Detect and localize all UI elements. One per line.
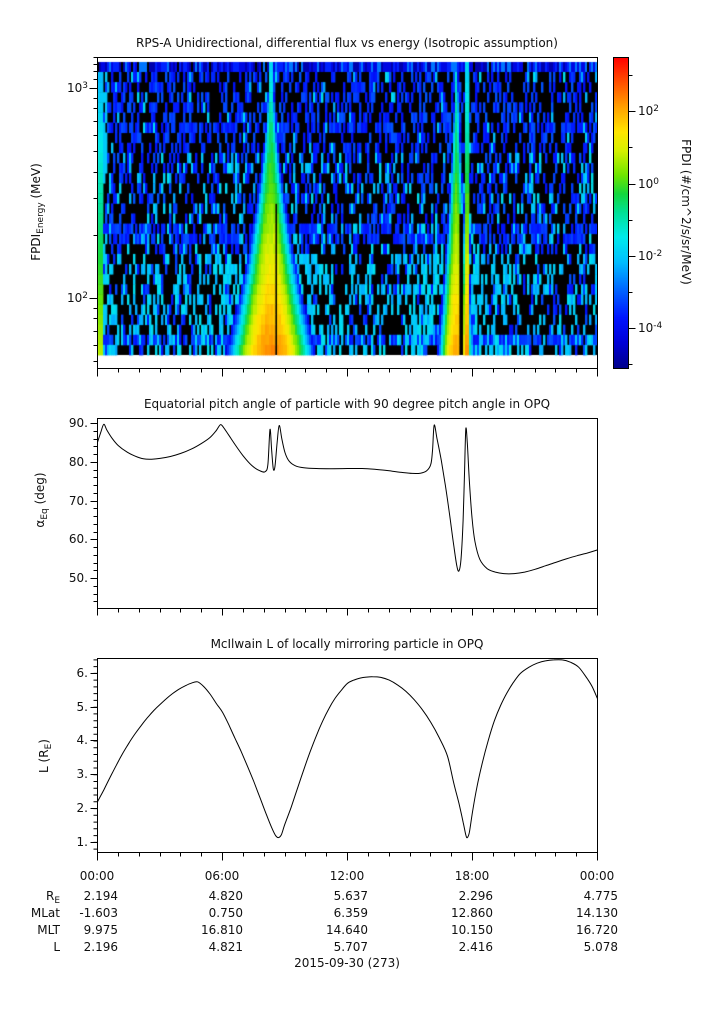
- colorbar-tick-label: 10-2: [638, 248, 663, 263]
- ephemeris-value: 2.296: [458, 889, 493, 903]
- ephemeris-value: 5.637: [333, 889, 368, 903]
- ephemeris-value: 9.975: [83, 923, 118, 937]
- panel3-ytick-label: 1.: [76, 834, 88, 849]
- panel3-ytick-label: 2.: [76, 801, 88, 816]
- ephemeris-value: 6.359: [333, 906, 368, 920]
- ephemeris-value: 14.640: [326, 923, 368, 937]
- panel1-title: RPS-A Unidirectional, differential flux …: [136, 36, 558, 50]
- colorbar-tick-label: 10-4: [638, 321, 663, 336]
- panel1-ytick-label: 102: [66, 291, 88, 306]
- ephemeris-row-label: MLat: [30, 906, 60, 920]
- ephemeris-value: 4.775: [583, 889, 618, 903]
- ephemeris-row-label: L: [53, 940, 60, 954]
- ephemeris-value: 5.078: [583, 940, 618, 954]
- panel1-y-axis-label: FPDIEnergy (MeV): [29, 163, 46, 261]
- panel3-ytick-label: 3.: [76, 767, 88, 782]
- date-label: 2015-09-30 (273): [294, 956, 400, 970]
- ephemeris-value: 5.707: [333, 940, 368, 954]
- time-label: 00:00: [79, 869, 115, 883]
- ephemeris-row-label: RE: [45, 889, 60, 906]
- panel2-ytick-label: 90.: [68, 416, 88, 431]
- time-label: 12:00: [329, 869, 365, 883]
- spectrogram-canvas: [97, 57, 597, 368]
- panel3-title: McIlwain L of locally mirroring particle…: [210, 637, 484, 651]
- time-label: 00:00: [579, 869, 615, 883]
- ephemeris-value: 10.150: [451, 923, 493, 937]
- panel2-ytick-label: 70.: [68, 493, 88, 508]
- ephemeris-value: 4.820: [208, 889, 243, 903]
- ephemeris-row-label: MLT: [37, 923, 60, 937]
- panel2-frame: [97, 418, 598, 609]
- panel3-ytick-label: 4.: [76, 733, 88, 748]
- ephemeris-value: 12.860: [451, 906, 493, 920]
- panel2-title: Equatorial pitch angle of particle with …: [143, 397, 551, 411]
- ephemeris-value: 16.810: [201, 923, 243, 937]
- colorbar-tick-label: 100: [638, 176, 660, 191]
- colorbar-tick-label: 102: [638, 104, 660, 119]
- ephemeris-value: 2.196: [83, 940, 118, 954]
- time-label: 18:00: [454, 869, 490, 883]
- time-label: 06:00: [204, 869, 240, 883]
- ephemeris-value: 16.720: [576, 923, 618, 937]
- ephemeris-value: 4.821: [208, 940, 243, 954]
- ephemeris-value: 14.130: [576, 906, 618, 920]
- colorbar-axis-label: FPDI (#/cm^2/s/sr/MeV): [679, 139, 693, 285]
- ephemeris-value: -1.603: [79, 906, 118, 920]
- mcilwain-l-curve: [97, 659, 598, 839]
- panel2-ytick-label: 80.: [68, 454, 88, 469]
- panel3-ytick-label: 6.: [76, 665, 88, 680]
- panel2-ytick-label: 60.: [68, 532, 88, 547]
- colorbar-canvas: [613, 57, 628, 368]
- panel3-frame: [97, 658, 598, 853]
- ephemeris-value: 0.750: [208, 906, 243, 920]
- pitch-angle-curve: [97, 423, 598, 575]
- panel3-ytick-label: 5.: [76, 699, 88, 714]
- ephemeris-value: 2.416: [458, 940, 493, 954]
- panel2-ytick-label: 50.: [68, 571, 88, 586]
- panel1-ytick-label: 103: [66, 81, 88, 96]
- ephemeris-value: 2.194: [83, 889, 118, 903]
